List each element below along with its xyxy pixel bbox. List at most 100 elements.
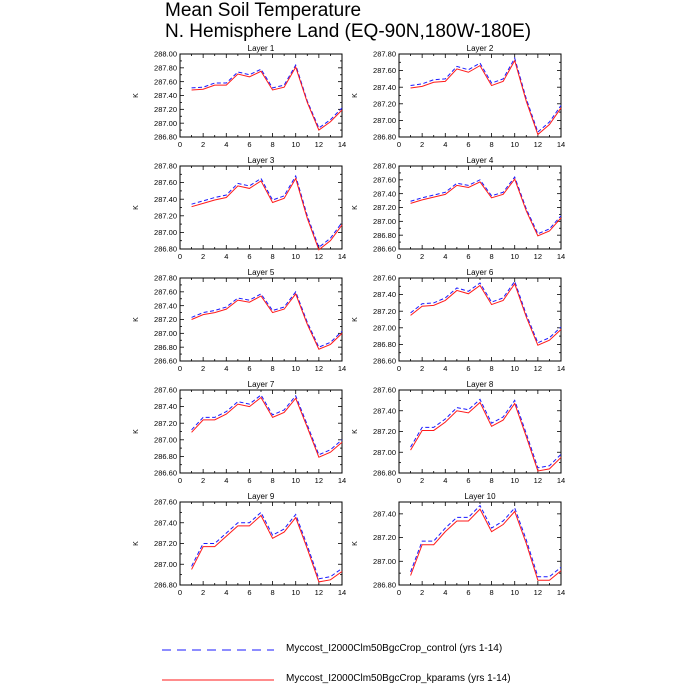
y-tick-label: 287.40 bbox=[154, 91, 177, 100]
x-tick-label: 12 bbox=[534, 364, 542, 373]
x-tick-label: 8 bbox=[270, 364, 274, 373]
y-tick-label: 286.80 bbox=[154, 343, 177, 352]
x-tick-label: 12 bbox=[534, 140, 542, 149]
y-tick-label: 286.80 bbox=[154, 581, 177, 590]
y-tick-label: 286.80 bbox=[154, 133, 177, 142]
y-tick-label: 287.20 bbox=[154, 105, 177, 114]
panel-layer-1: Layer 1 K 0 2 4 6 8 10 12 14 286.80 287.00 287.20 287… bbox=[133, 44, 346, 149]
y-tick-label: 286.80 bbox=[154, 245, 177, 254]
x-tick-label: 8 bbox=[489, 364, 493, 373]
y-tick-label: 287.20 bbox=[373, 533, 396, 542]
x-tick-label: 14 bbox=[338, 364, 346, 373]
x-tick-label: 2 bbox=[420, 140, 424, 149]
x-tick-label: 0 bbox=[397, 252, 401, 261]
series-line-kparams bbox=[191, 65, 343, 131]
x-tick-label: 6 bbox=[466, 364, 470, 373]
series-line-control bbox=[410, 56, 562, 133]
y-tick-label: 287.40 bbox=[373, 189, 396, 198]
y-tick-label: 287.20 bbox=[154, 315, 177, 324]
panel-title: Layer 7 bbox=[248, 380, 275, 389]
x-tick-label: 4 bbox=[224, 252, 228, 261]
x-tick-label: 2 bbox=[201, 588, 205, 597]
x-tick-label: 6 bbox=[247, 364, 251, 373]
legend-kparams-label: Myccost_I2000Clm50BgcCrop_kparams (yrs 1… bbox=[286, 673, 511, 684]
panel-title: Layer 8 bbox=[467, 380, 494, 389]
y-tick-label: 287.80 bbox=[154, 63, 177, 72]
series-line-control bbox=[191, 174, 343, 249]
series-line-control bbox=[410, 398, 562, 469]
x-tick-label: 0 bbox=[178, 476, 182, 485]
y-tick-label: 287.80 bbox=[373, 162, 396, 171]
x-tick-label: 0 bbox=[397, 588, 401, 597]
x-tick-label: 10 bbox=[511, 140, 519, 149]
x-tick-label: 8 bbox=[270, 252, 274, 261]
x-tick-label: 14 bbox=[557, 252, 565, 261]
panel-layer-3: Layer 3 K 0 2 4 6 8 10 12 14 286.80 287.00 287.20 287… bbox=[133, 156, 346, 261]
y-tick-label: 286.60 bbox=[154, 469, 177, 478]
x-tick-label: 12 bbox=[315, 588, 323, 597]
y-tick-label: 287.40 bbox=[154, 301, 177, 310]
y-axis-label: K bbox=[352, 541, 359, 546]
series-line-control bbox=[191, 63, 343, 129]
series-line-control bbox=[410, 176, 562, 235]
x-tick-label: 2 bbox=[420, 476, 424, 485]
panel-title: Layer 9 bbox=[248, 492, 275, 501]
y-tick-label: 286.80 bbox=[373, 469, 396, 478]
x-tick-label: 10 bbox=[511, 364, 519, 373]
x-tick-label: 8 bbox=[270, 476, 274, 485]
y-axis-label: K bbox=[133, 541, 140, 546]
x-tick-label: 2 bbox=[420, 252, 424, 261]
x-tick-label: 12 bbox=[534, 252, 542, 261]
y-axis-label: K bbox=[352, 93, 359, 98]
series-line-kparams bbox=[191, 177, 343, 251]
y-tick-label: 287.40 bbox=[154, 195, 177, 204]
y-tick-label: 286.60 bbox=[373, 245, 396, 254]
panel-title: Layer 6 bbox=[467, 268, 494, 277]
x-tick-label: 0 bbox=[178, 364, 182, 373]
x-tick-label: 10 bbox=[511, 476, 519, 485]
y-tick-label: 286.60 bbox=[154, 357, 177, 366]
chart-title-line2: N. Hemisphere Land (EQ-90N,180W-180E) bbox=[165, 21, 532, 42]
y-tick-label: 287.00 bbox=[154, 228, 177, 237]
x-tick-label: 6 bbox=[466, 588, 470, 597]
y-tick-label: 287.20 bbox=[373, 203, 396, 212]
x-tick-label: 6 bbox=[247, 588, 251, 597]
series-line-kparams bbox=[410, 508, 562, 581]
y-tick-label: 287.60 bbox=[154, 77, 177, 86]
x-tick-label: 4 bbox=[443, 252, 447, 261]
panel-layer-4: Layer 4 K 0 2 4 6 8 10 12 14 286.60 286.80 287.00 287… bbox=[352, 156, 565, 261]
y-tick-label: 287.60 bbox=[154, 386, 177, 395]
panel-title: Layer 2 bbox=[467, 44, 494, 53]
plot-frame bbox=[179, 277, 343, 362]
x-tick-label: 14 bbox=[338, 476, 346, 485]
x-tick-label: 10 bbox=[292, 252, 300, 261]
y-tick-label: 287.00 bbox=[154, 560, 177, 569]
y-tick-label: 287.00 bbox=[154, 435, 177, 444]
series-line-control bbox=[410, 280, 562, 344]
y-tick-label: 287.20 bbox=[373, 307, 396, 316]
plot-frame bbox=[398, 165, 562, 250]
y-axis-label: K bbox=[133, 429, 140, 434]
series-line-control bbox=[191, 290, 343, 348]
series-line-control bbox=[410, 504, 562, 578]
y-axis-label: K bbox=[133, 317, 140, 322]
x-tick-label: 8 bbox=[489, 476, 493, 485]
x-tick-label: 0 bbox=[178, 252, 182, 261]
y-tick-label: 287.20 bbox=[154, 211, 177, 220]
y-tick-label: 286.80 bbox=[154, 452, 177, 461]
panel-title: Layer 5 bbox=[248, 268, 275, 277]
y-axis-label: K bbox=[133, 205, 140, 210]
x-tick-label: 12 bbox=[315, 140, 323, 149]
panel-layer-5: Layer 5 K 0 2 4 6 8 10 12 14 286.60 286.80 287.00 287… bbox=[133, 268, 346, 373]
y-axis-label: K bbox=[352, 205, 359, 210]
x-tick-label: 6 bbox=[247, 476, 251, 485]
y-tick-label: 287.00 bbox=[373, 448, 396, 457]
panel-layer-6: Layer 6 K 0 2 4 6 8 10 12 14 286.60 286.80 287.00 287… bbox=[352, 268, 565, 373]
x-tick-label: 4 bbox=[443, 476, 447, 485]
x-tick-label: 8 bbox=[489, 588, 493, 597]
x-tick-label: 4 bbox=[443, 588, 447, 597]
series-line-kparams bbox=[410, 282, 562, 346]
x-tick-label: 2 bbox=[420, 364, 424, 373]
y-tick-label: 287.60 bbox=[373, 175, 396, 184]
